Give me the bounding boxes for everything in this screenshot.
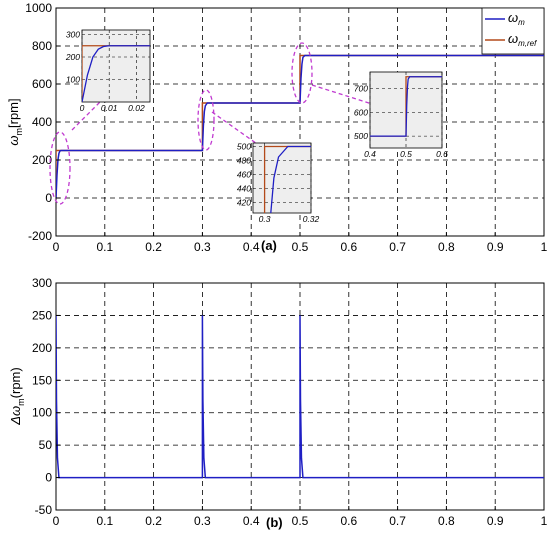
x-tick-label: 1	[541, 240, 548, 254]
inset-x-tick-label: 0	[80, 103, 85, 113]
x-tick-label: 0.7	[389, 240, 406, 254]
x-tick-label: 0.4	[243, 514, 260, 528]
inset-x-tick-label: 0.5	[400, 149, 412, 159]
x-tick-label: 0.2	[145, 240, 162, 254]
x-tick-label: 0.9	[487, 514, 504, 528]
y-tick-label: 200	[32, 153, 52, 167]
x-tick-label: 0.1	[96, 514, 113, 528]
x-tick-label: 0.5	[292, 240, 309, 254]
inset-x-tick-label: 0.02	[128, 103, 145, 113]
y-tick-label: 800	[32, 39, 52, 53]
inset-x-tick-label: 0.6	[436, 149, 448, 159]
y-tick-label: -200	[28, 229, 52, 243]
y-tick-label: 0	[45, 191, 52, 205]
inset-x-tick-label: 0.01	[101, 103, 118, 113]
panel-a-ylabel: ωm[rpm]	[6, 98, 24, 145]
inset-step-0-3: 0.3 0.32 420 440 460 480 500	[237, 142, 320, 225]
x-tick-label: 0.5	[292, 514, 309, 528]
inset-y-tick-label: 100	[66, 75, 80, 85]
y-tick-label: 600	[32, 77, 52, 91]
panel-a-label: (a)	[261, 238, 277, 253]
x-tick-label: 0.3	[194, 514, 211, 528]
x-tick-label: 0.3	[194, 240, 211, 254]
inset-series-line-0	[370, 76, 442, 137]
x-tick-label: 0.6	[340, 240, 357, 254]
x-tick-label: 0.2	[145, 514, 162, 528]
inset-y-tick-label: 440	[237, 184, 251, 194]
x-tick-label: 0.7	[389, 514, 406, 528]
panel-b: 0 0.1 0.2 0.3 0.4 0.5 0.6 0.7 0.8 0.9 1-5005010015…	[8, 276, 548, 530]
x-tick-label: 0	[53, 514, 60, 528]
inset-step-0-5: 0.4 0.5 0.6 500 600 700	[354, 71, 448, 159]
series-line-0	[56, 54, 544, 198]
inset-y-tick-label: 600	[354, 107, 368, 117]
inset-y-tick-label: 200	[65, 52, 80, 62]
panel-a: 0 0.1 0.2 0.3 0.4 0.5 0.6 0.7 0.8 0.9 1-2000200400…	[6, 1, 548, 254]
inset-y-tick-label: 500	[354, 131, 368, 141]
inset-x-tick-label: 0.32	[303, 214, 320, 224]
legend: ωm ωm,ref	[481, 7, 545, 55]
panel-b-label: (b)	[266, 515, 283, 530]
y-tick-label: 400	[32, 115, 52, 129]
panel-b-ylabel: Δωm(rpm)	[8, 367, 26, 425]
series-line-0	[56, 315, 544, 479]
inset-y-tick-label: 480	[237, 156, 251, 166]
x-tick-label: 0.8	[438, 240, 455, 254]
inset-y-tick-label: 300	[66, 30, 80, 40]
y-tick-label: 300	[32, 276, 52, 290]
y-tick-label: 1000	[25, 1, 52, 15]
legend-label-omega-m: ωm	[508, 10, 525, 27]
legend-label-omega-m-ref: ωm,ref	[508, 31, 537, 48]
x-tick-label: 0.1	[96, 240, 113, 254]
inset-y-tick-label: 500	[237, 142, 251, 152]
inset-y-tick-label: 420	[237, 198, 251, 208]
x-tick-label: 0	[53, 240, 60, 254]
x-tick-label: 0.8	[438, 514, 455, 528]
y-tick-label: 50	[39, 438, 53, 452]
x-tick-label: 0.6	[340, 514, 357, 528]
y-tick-label: 0	[45, 471, 52, 485]
inset-y-tick-label: 460	[237, 170, 251, 180]
y-tick-label: 150	[32, 373, 52, 387]
inset-y-tick-label: 700	[354, 84, 368, 94]
inset-series-line-1	[82, 45, 150, 102]
y-tick-label: -50	[35, 503, 53, 517]
series-line-1	[56, 54, 544, 199]
inset-series-line-1	[270, 145, 311, 213]
y-tick-label: 100	[32, 406, 52, 420]
x-tick-label: 1	[541, 514, 548, 528]
inset-x-tick-label: 0.3	[259, 214, 271, 224]
inset-x-tick-label: 0.4	[364, 149, 376, 159]
inset-series-line-0	[263, 145, 311, 213]
x-tick-label: 0.9	[487, 240, 504, 254]
x-tick-label: 0.4	[243, 240, 260, 254]
y-tick-label: 200	[32, 341, 52, 355]
inset-startup: 0 0.01 0.02 100 200 300	[65, 30, 151, 113]
inset-series-line-1	[370, 76, 442, 137]
y-tick-label: 250	[32, 308, 52, 322]
